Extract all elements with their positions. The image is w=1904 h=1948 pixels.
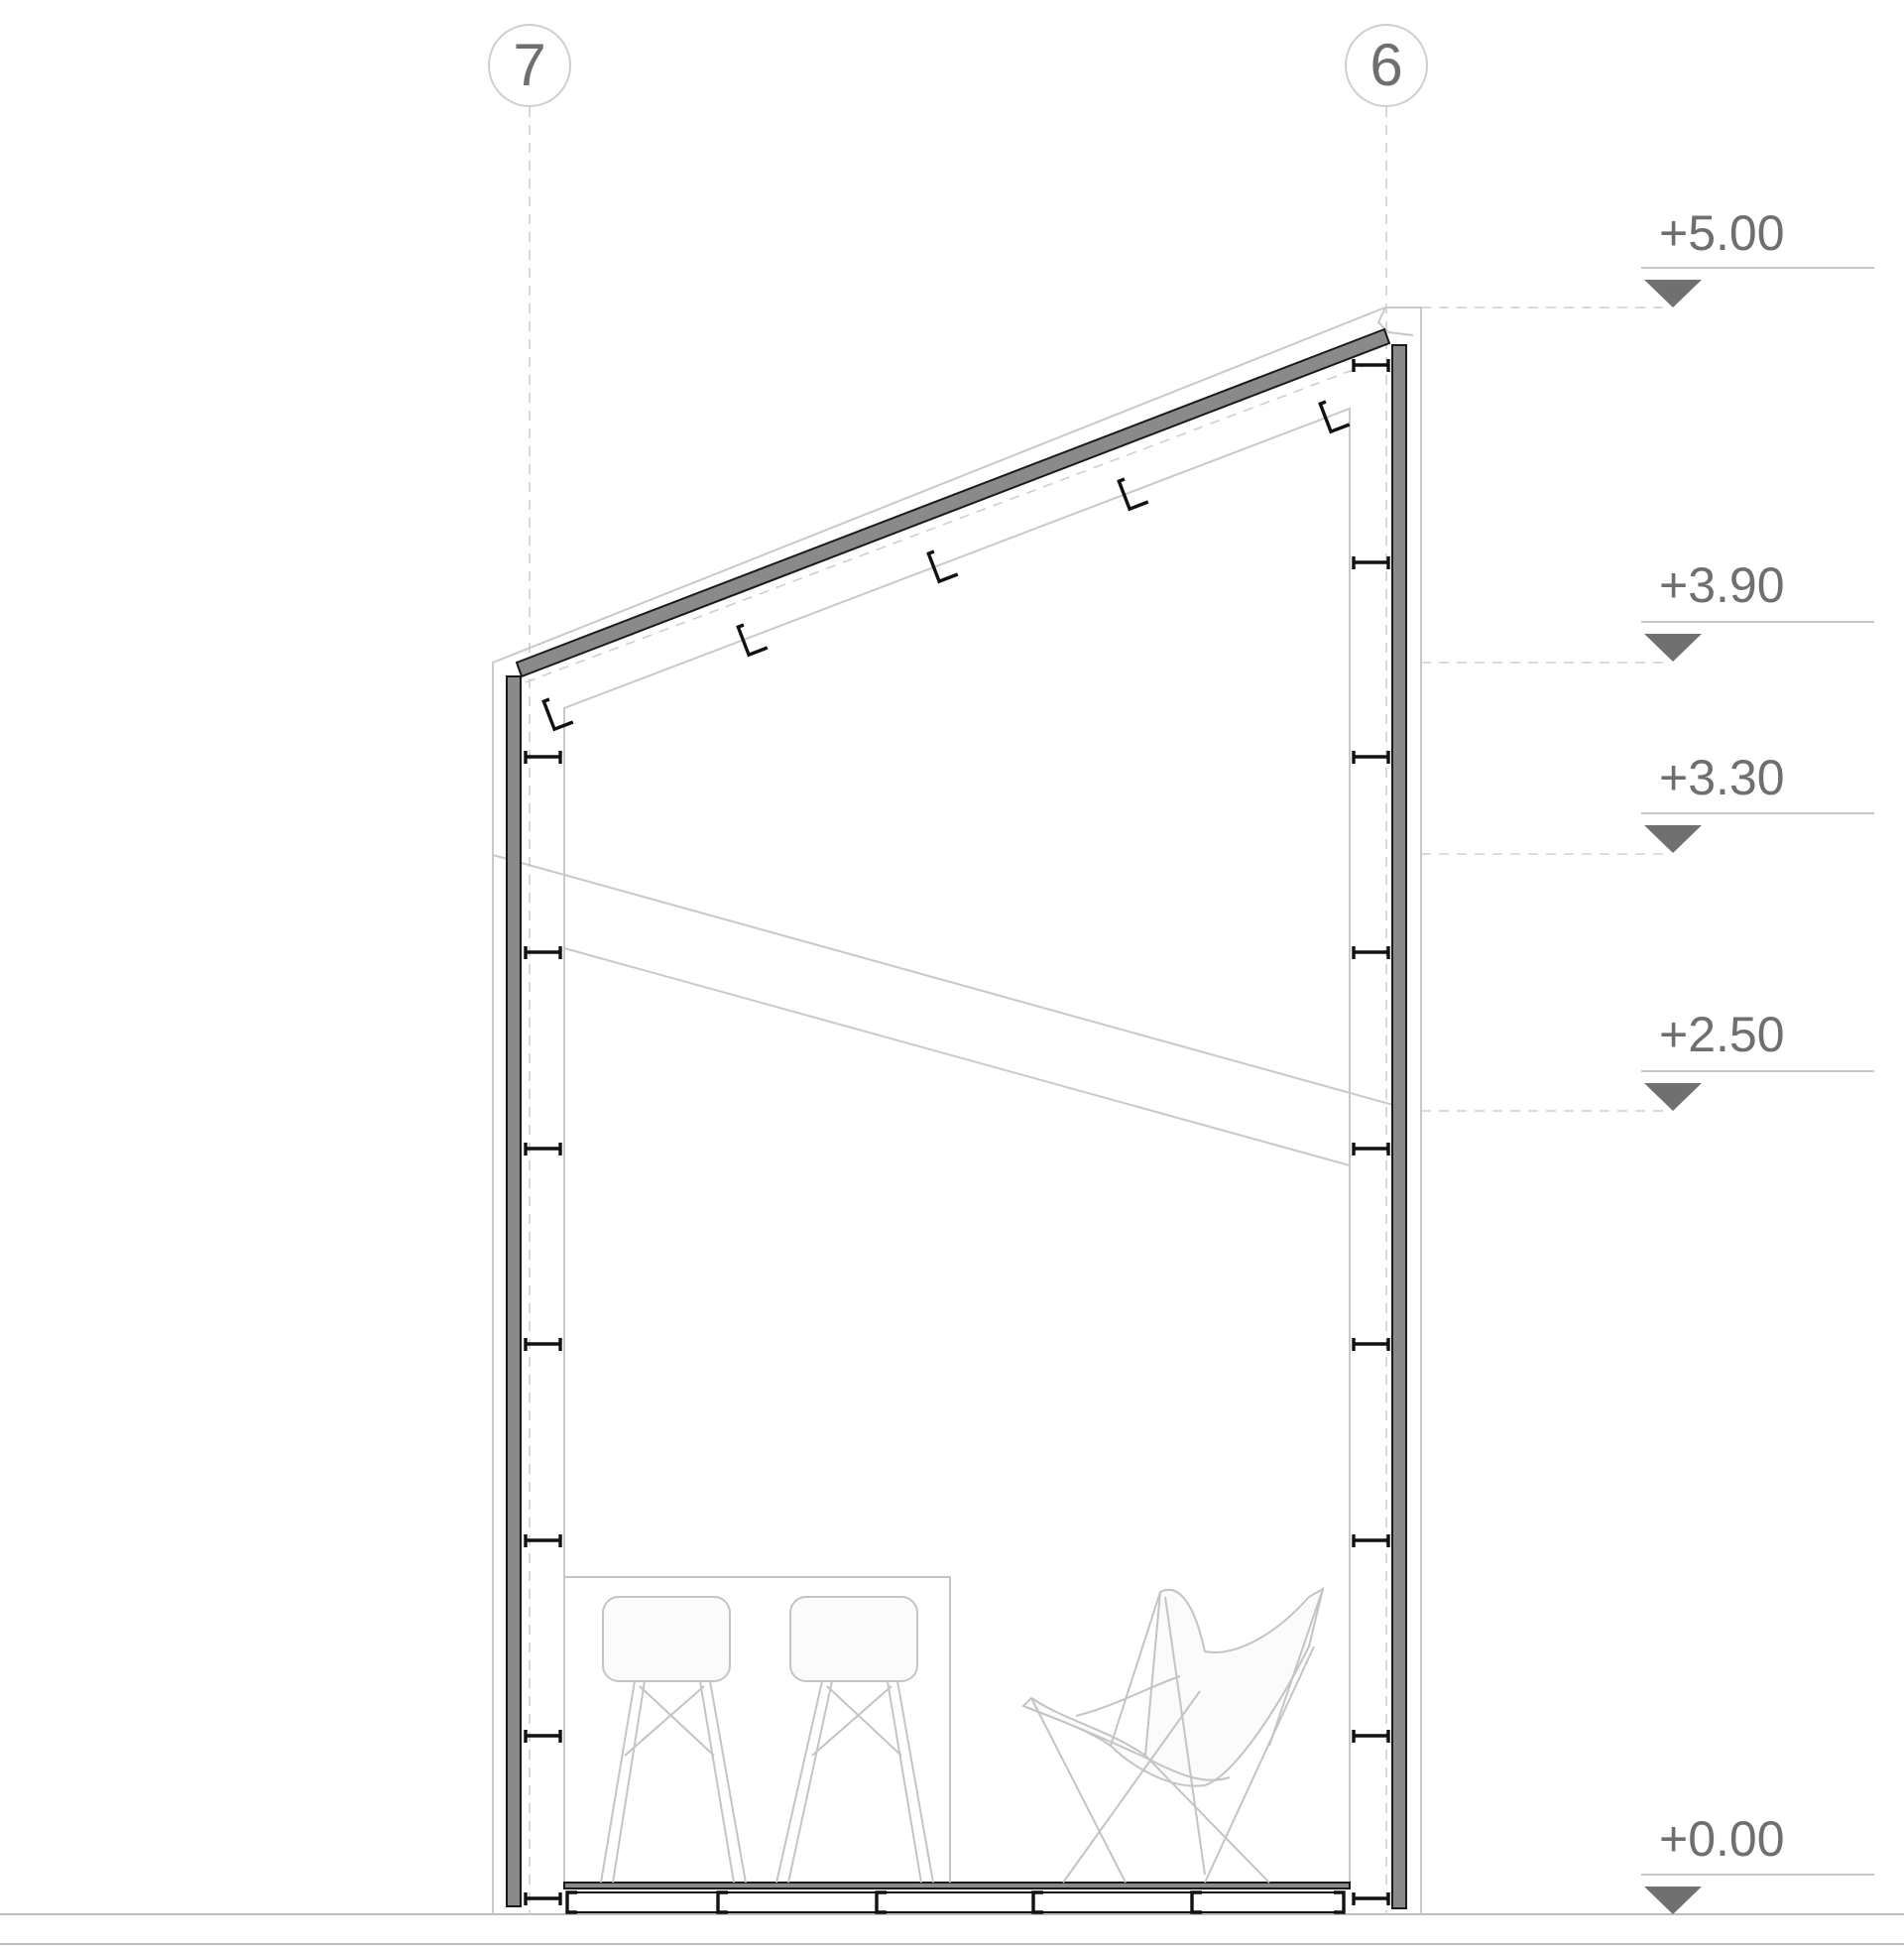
- grid-label-6: 6: [1369, 32, 1402, 98]
- level-marker-000: +0.00: [1641, 1811, 1874, 1914]
- level-label: +0.00: [1659, 1811, 1785, 1867]
- roof-slab: [515, 327, 1391, 678]
- envelope-outline: [492, 306, 1422, 1914]
- right-wall: [1391, 344, 1407, 1909]
- grid-bubble-7: 7: [488, 24, 571, 107]
- level-marker-250: +2.50: [1641, 1007, 1874, 1111]
- level-label: +3.30: [1659, 750, 1785, 805]
- triangle-down-icon: [1644, 280, 1702, 307]
- grid-bubble-6: 6: [1345, 24, 1428, 107]
- triangle-down-icon: [1644, 1887, 1702, 1914]
- section-cut-lines: [492, 854, 1401, 1166]
- bar-counter: [564, 1576, 951, 1883]
- bar-stool-left: [600, 1596, 747, 1884]
- level-marker-390: +3.90: [1641, 557, 1874, 662]
- ground: [0, 1913, 1904, 1945]
- level-marker-500: +5.00: [1641, 205, 1874, 307]
- level-label: +3.90: [1659, 557, 1785, 613]
- grid-label-7: 7: [513, 32, 545, 98]
- floor-profiles: [565, 1890, 1346, 1914]
- level-marker-330: +3.30: [1641, 750, 1874, 853]
- level-label: +2.50: [1659, 1007, 1785, 1062]
- grid-lines: [529, 107, 1387, 1914]
- walls: [506, 327, 1407, 1909]
- roof-profiles: [541, 400, 1351, 732]
- level-label: +5.00: [1659, 205, 1785, 261]
- inner-lining: [525, 360, 1377, 1885]
- floor-slab: [563, 1882, 1351, 1889]
- bar-stool-right: [775, 1596, 934, 1884]
- left-wall: [506, 675, 522, 1907]
- triangle-down-icon: [1644, 634, 1702, 662]
- triangle-down-icon: [1644, 825, 1702, 853]
- circle-icon: [488, 24, 571, 107]
- butterfly-chair: [1021, 1586, 1325, 1884]
- level-reference-lines: [1421, 306, 1666, 1112]
- triangle-down-icon: [1644, 1083, 1702, 1111]
- right-wall-profiles: [1352, 359, 1390, 1905]
- circle-icon: [1345, 24, 1428, 107]
- left-wall-profiles: [524, 751, 562, 1905]
